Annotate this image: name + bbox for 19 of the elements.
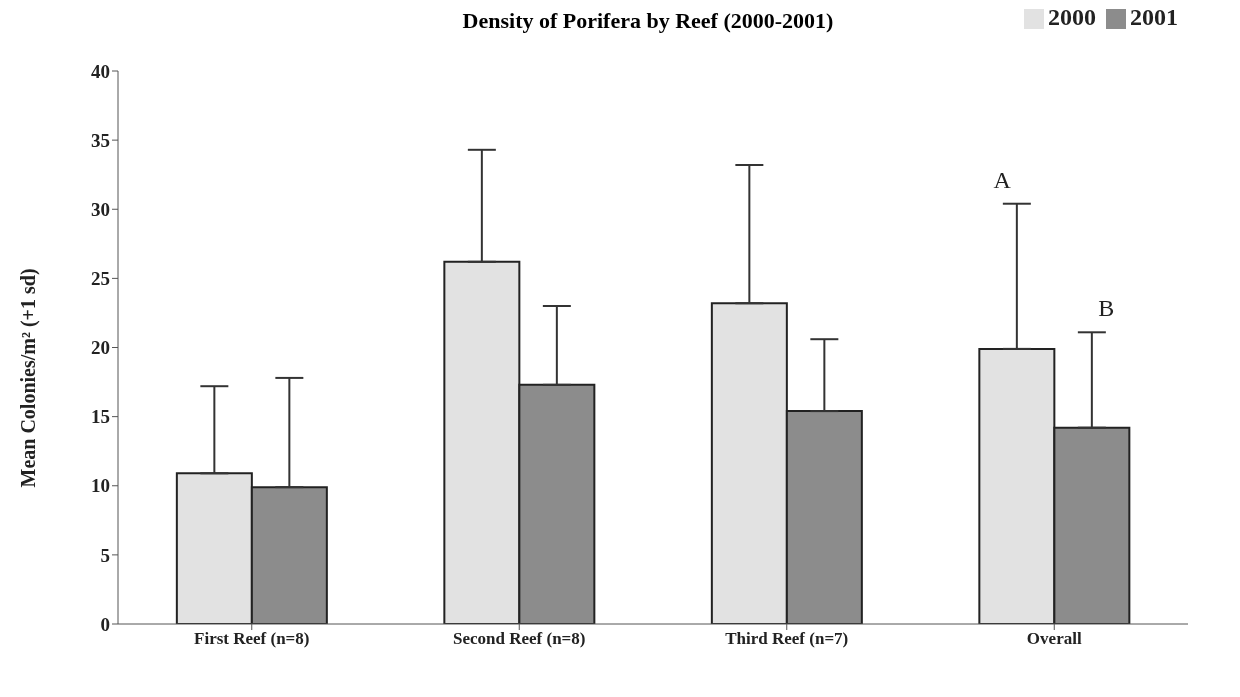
- y-axis-title: Mean Colonies/m² (+1 sd): [17, 268, 41, 488]
- x-tick-label: Overall: [1026, 629, 1082, 649]
- y-tick-label: 40: [91, 60, 110, 82]
- y-tick-label: 30: [91, 198, 110, 220]
- y-tick-label: 35: [91, 129, 110, 151]
- chart-title: Density of Porifera by Reef (2000-2001): [462, 8, 834, 33]
- y-tick-label: 0: [100, 613, 110, 635]
- x-tick-label: Second Reef (n=8): [453, 629, 586, 649]
- y-tick-label: 5: [100, 544, 110, 566]
- legend-label: 2000: [1048, 4, 1096, 30]
- x-tick-label: Third Reef (n=7): [725, 629, 849, 649]
- y-tick-label: 10: [91, 475, 110, 497]
- annotation: B: [1098, 295, 1115, 322]
- annotation: A: [993, 166, 1012, 193]
- y-tick-label: 15: [91, 406, 110, 428]
- y-tick-label: 25: [91, 268, 110, 290]
- x-tick-label: First Reef (n=8): [194, 629, 310, 649]
- legend-label: 2001: [1130, 4, 1178, 30]
- y-tick-label: 20: [91, 337, 110, 359]
